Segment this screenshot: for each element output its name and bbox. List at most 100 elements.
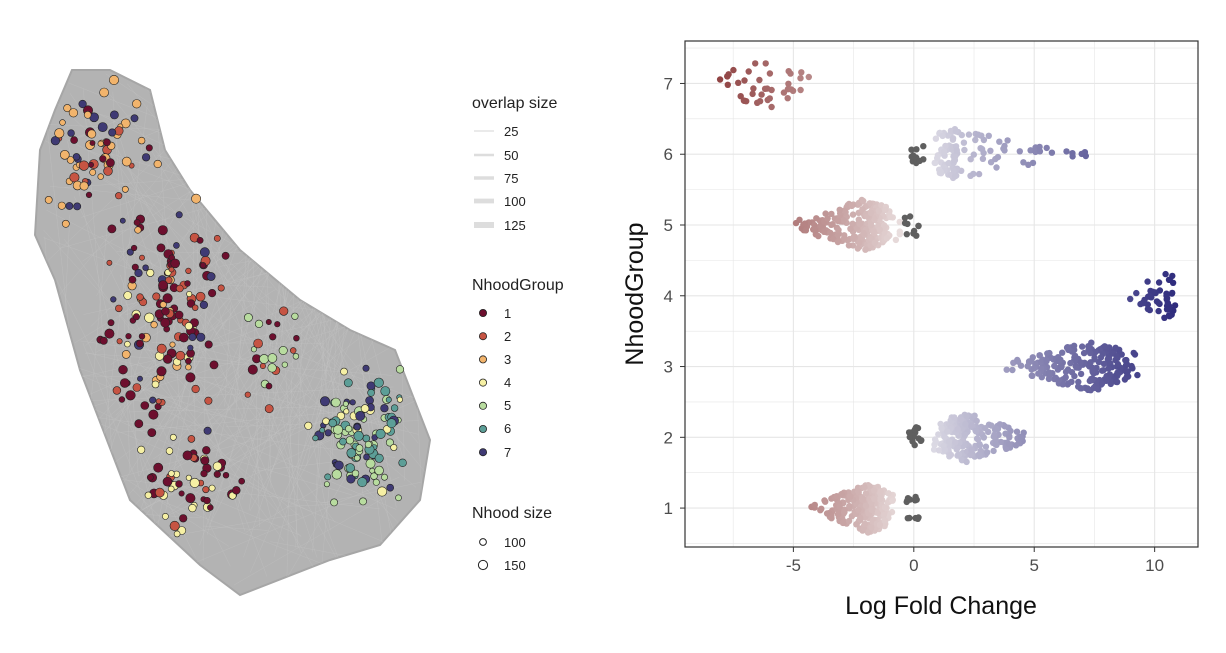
swarm-point (1055, 357, 1063, 364)
graph-edge (315, 400, 417, 448)
graph-node (44, 195, 53, 204)
graph-node (264, 404, 274, 414)
graph-edge (83, 189, 254, 486)
swarm-point (965, 131, 973, 138)
swarm-point (853, 521, 860, 528)
graph-node (343, 408, 350, 415)
graph-node (178, 490, 185, 497)
swarm-point (797, 75, 804, 82)
swarm-point (1009, 366, 1016, 374)
swarm-point (882, 206, 889, 213)
graph-node (97, 173, 104, 180)
graph-node (67, 129, 75, 137)
swarm-point (947, 451, 955, 459)
graph-node (202, 486, 210, 494)
graph-node (200, 456, 210, 465)
swarm-point (860, 197, 867, 205)
swarm-point (975, 170, 983, 178)
graph-node (269, 333, 277, 341)
graph-node (207, 504, 214, 511)
graph-node (367, 388, 375, 397)
swarm-point (1162, 270, 1169, 278)
graph-node (339, 437, 347, 446)
swarm-point (1113, 378, 1120, 386)
swarm-point (982, 425, 989, 432)
graph-node (121, 350, 131, 359)
graph-node (140, 401, 150, 410)
swarm-point (1051, 362, 1058, 370)
legend-group-key-5 (478, 401, 487, 410)
swarm-point (1048, 149, 1056, 156)
graph-node (189, 477, 200, 488)
graph-edge (321, 223, 349, 262)
swarm-point (1027, 147, 1034, 154)
swarm-point (957, 416, 965, 423)
graph-node (353, 423, 361, 431)
swarm-point (805, 73, 812, 81)
swarm-point (797, 86, 804, 94)
graph-node (346, 448, 357, 458)
graph-node (355, 444, 364, 452)
graph-node (212, 461, 222, 471)
graph-node (125, 333, 132, 340)
swarm-point (1092, 384, 1100, 392)
graph-node (345, 425, 353, 433)
graph-node (322, 417, 330, 425)
swarm-point (855, 488, 862, 495)
swarm-point (1017, 434, 1025, 442)
swarm-point (963, 458, 970, 466)
swarm-point (1155, 299, 1162, 307)
graph-node (176, 284, 184, 293)
graph-node (156, 343, 167, 354)
graph-node (99, 87, 109, 98)
swarm-point (766, 95, 773, 102)
swarm-point (762, 60, 769, 67)
swarm-point (756, 76, 763, 84)
swarm-point (1113, 353, 1120, 360)
graph-node (155, 487, 165, 498)
graph-node (291, 312, 299, 320)
swarm-point (940, 148, 948, 155)
swarm-point (1163, 292, 1170, 299)
graph-edge (261, 409, 303, 446)
swarm-point-not-significant (913, 496, 920, 503)
legend-size-label: 150 (504, 558, 526, 573)
swarm-point (1144, 305, 1152, 313)
swarm-point (724, 73, 731, 80)
swarm-point (849, 211, 857, 218)
graph-edge (114, 396, 245, 421)
graph-node (179, 332, 189, 343)
swarm-point (730, 66, 737, 74)
graph-node (109, 75, 120, 86)
swarm-point-not-significant (905, 429, 913, 436)
swarm-point (822, 210, 829, 217)
graph-node (191, 384, 200, 394)
graph-node (398, 458, 407, 467)
y-tick-label: 6 (664, 145, 673, 164)
swarm-point-not-significant (917, 437, 924, 444)
graph-node (137, 375, 143, 382)
graph-node (97, 140, 104, 147)
x-tick-label: 5 (1029, 556, 1038, 575)
graph-edge (266, 90, 407, 153)
swarm-point (968, 446, 975, 453)
graph-edge (164, 194, 231, 515)
graph-node (65, 202, 74, 210)
graph-node (395, 494, 402, 502)
graph-node (162, 476, 173, 487)
graph-node (134, 419, 144, 429)
swarm-point (815, 232, 822, 240)
swarm-point (1092, 348, 1099, 356)
swarm-point (991, 431, 998, 438)
legend-group-key-1 (478, 308, 487, 317)
legend-group-label: 7 (504, 445, 511, 460)
swarm-point (1035, 370, 1042, 377)
graph-node (187, 344, 194, 351)
swarm-point (932, 135, 940, 142)
axes: -5 0 5 10 1 2 3 4 5 6 7 (664, 74, 1165, 575)
swarm-point (861, 520, 869, 527)
swarm-point (740, 97, 748, 104)
swarm-point (1004, 137, 1011, 144)
graph-node (104, 328, 115, 339)
plot-panel-background (685, 41, 1198, 547)
